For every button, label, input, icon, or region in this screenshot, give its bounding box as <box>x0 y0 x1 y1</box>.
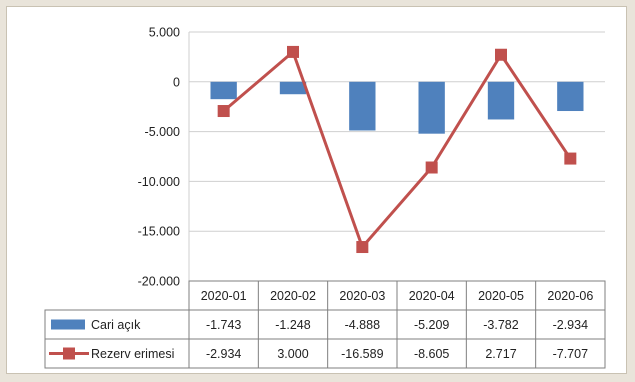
y-tick-label: -5.000 <box>145 125 180 139</box>
legend-label: Cari açık <box>91 318 141 332</box>
marker-rezerv-erimesi <box>356 241 369 254</box>
category-label: 2020-02 <box>270 289 316 303</box>
table-value: -1.743 <box>206 318 241 332</box>
bar-cari-acik <box>349 81 376 131</box>
bar-cari-acik <box>418 81 445 134</box>
category-label: 2020-04 <box>409 289 455 303</box>
table-value: -3.782 <box>483 318 518 332</box>
bar-cari-acik <box>557 81 584 112</box>
chart-svg: 5.000 0 -5.000 -10.000 -15.000 -20.000 2020-0… <box>44 26 606 369</box>
table-value: -8.605 <box>414 347 449 361</box>
category-label: 2020-03 <box>339 289 385 303</box>
marker-rezerv-erimesi <box>425 161 438 174</box>
line-rezerv-erimesi <box>222 50 572 249</box>
category-label: 2020-01 <box>201 289 247 303</box>
legend-label: Rezerv erimesi <box>91 347 174 361</box>
y-tick-label: -20.000 <box>138 275 180 289</box>
marker-rezerv-erimesi <box>287 45 299 58</box>
table-value: -2.934 <box>553 318 588 332</box>
y-tick-label: -15.000 <box>138 225 180 239</box>
category-label: 2020-06 <box>547 289 593 303</box>
category-label: 2020-05 <box>478 289 524 303</box>
marker-rezerv-erimesi <box>495 48 507 61</box>
bar-cari-acik <box>279 81 307 95</box>
chart-frame: 5.000 0 -5.000 -10.000 -15.000 -20.000 2020-0… <box>6 6 627 374</box>
bar-series <box>210 81 584 134</box>
marker-rezerv-erimesi <box>564 152 577 165</box>
marker-rezerv-erimesi <box>217 105 230 118</box>
gridlines <box>188 31 605 282</box>
y-tick-label: -10.000 <box>138 175 180 189</box>
table-value: 2.717 <box>485 347 516 361</box>
line-series <box>217 45 577 254</box>
data-table: 2020-01 2020-02 2020-03 2020-04 2020-05 2020-… <box>44 280 606 369</box>
table-value: -1.248 <box>275 318 310 332</box>
table-value: -5.209 <box>414 318 449 332</box>
bar-cari-acik <box>487 81 515 120</box>
y-tick-label: 5.000 <box>149 26 180 40</box>
table-value: -16.589 <box>341 347 383 361</box>
y-tick-label: 0 <box>173 75 180 89</box>
legend-key-rezerv-marker <box>63 347 75 360</box>
table-value: -7.707 <box>553 347 588 361</box>
table-value: 3.000 <box>277 347 308 361</box>
bar-cari-acik <box>210 81 237 100</box>
y-axis-ticks: 5.000 0 -5.000 -10.000 -15.000 -20.000 <box>138 26 180 289</box>
table-value: -2.934 <box>206 347 241 361</box>
table-value: -4.888 <box>345 318 380 332</box>
legend-key-cari-acik <box>51 319 85 330</box>
